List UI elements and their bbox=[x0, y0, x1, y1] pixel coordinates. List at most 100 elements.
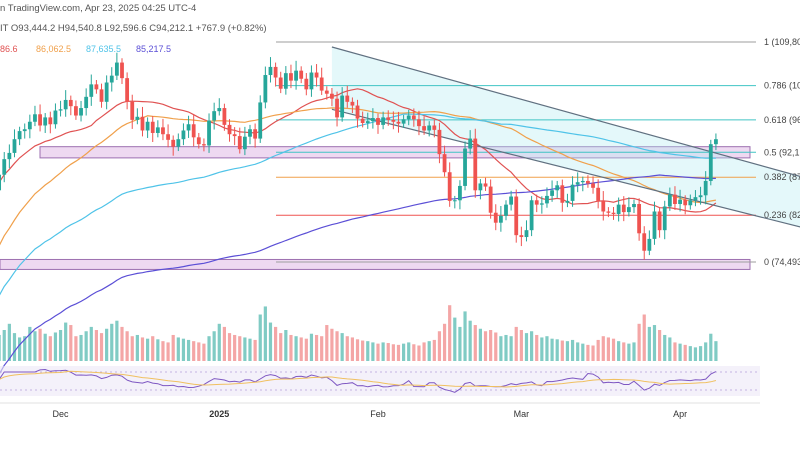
x-tick-label: Mar bbox=[514, 409, 530, 419]
candle bbox=[27, 114, 32, 139]
candle bbox=[2, 152, 7, 183]
candle-body bbox=[283, 73, 288, 89]
candle-body bbox=[586, 180, 590, 184]
candle-body bbox=[647, 238, 652, 251]
candle-body bbox=[432, 125, 437, 130]
volume-bar bbox=[535, 334, 539, 361]
volume-bar bbox=[120, 326, 124, 361]
candle-body bbox=[166, 134, 170, 140]
volume-bar bbox=[23, 336, 27, 361]
candle bbox=[330, 87, 334, 107]
candle bbox=[478, 179, 483, 200]
volume-bar bbox=[663, 334, 667, 361]
candle-body bbox=[514, 196, 519, 236]
candle bbox=[268, 57, 273, 83]
volume-bar bbox=[519, 330, 523, 361]
volume-bar bbox=[499, 336, 503, 361]
candle-body bbox=[125, 78, 130, 102]
candle-body bbox=[498, 215, 503, 223]
candle-body bbox=[330, 93, 334, 99]
ma-200-line bbox=[0, 174, 716, 375]
candle-body bbox=[232, 134, 237, 137]
candle bbox=[258, 95, 263, 143]
candle-body bbox=[94, 84, 99, 90]
candle bbox=[488, 179, 493, 219]
candle bbox=[381, 111, 386, 130]
candle bbox=[202, 138, 206, 152]
candle bbox=[53, 103, 58, 129]
candle-body bbox=[43, 117, 48, 126]
volume-bar bbox=[366, 341, 370, 361]
candle-body bbox=[637, 204, 642, 234]
candle-body bbox=[324, 90, 329, 94]
volume-bar bbox=[504, 334, 508, 361]
volume-bar bbox=[212, 331, 216, 361]
volume-bar bbox=[279, 333, 283, 361]
volume-bar bbox=[84, 331, 88, 361]
candle bbox=[642, 226, 647, 260]
candle bbox=[130, 94, 135, 129]
volume-bar bbox=[289, 334, 293, 361]
candle bbox=[596, 179, 601, 209]
candle bbox=[560, 179, 565, 212]
candle-body bbox=[0, 174, 2, 191]
candle bbox=[417, 110, 421, 136]
volume-bar bbox=[233, 334, 237, 361]
candle bbox=[135, 108, 140, 125]
candlesticks bbox=[0, 52, 718, 260]
candle-body bbox=[74, 106, 78, 116]
candle-body bbox=[657, 211, 662, 231]
volume-bar bbox=[125, 331, 129, 361]
candle-body bbox=[642, 233, 647, 251]
candle-body bbox=[17, 131, 22, 140]
candle bbox=[125, 72, 130, 110]
candle bbox=[703, 171, 708, 205]
candle bbox=[708, 139, 713, 186]
candle bbox=[43, 113, 48, 133]
candle-body bbox=[217, 108, 222, 112]
candle-body bbox=[376, 118, 380, 125]
volume-bar bbox=[668, 337, 672, 361]
volume-bar bbox=[12, 333, 17, 361]
volume-bar bbox=[248, 338, 252, 361]
candle-body bbox=[611, 212, 616, 214]
x-axis-labels: Dec2025FebMarAprMay bbox=[53, 409, 688, 419]
candle-body bbox=[314, 72, 319, 78]
candle bbox=[253, 123, 258, 148]
candle-body bbox=[662, 206, 667, 231]
candle bbox=[365, 112, 370, 129]
candle bbox=[586, 175, 590, 188]
volume-bar bbox=[43, 333, 47, 361]
volume-bar bbox=[489, 330, 493, 361]
volume-bar bbox=[683, 344, 687, 361]
candle-body bbox=[145, 121, 150, 131]
volume-bar bbox=[64, 322, 68, 361]
volume-bar bbox=[258, 314, 262, 361]
candle-body bbox=[473, 138, 478, 191]
fib-label-0.618: 0.618 (96 bbox=[764, 115, 800, 125]
ma-value-3: 87,635.5 bbox=[86, 44, 122, 54]
candle-body bbox=[427, 125, 432, 131]
volume-bar bbox=[33, 331, 37, 361]
candle bbox=[422, 116, 426, 135]
volume-bar bbox=[304, 338, 308, 361]
candle-body bbox=[53, 110, 58, 125]
candle bbox=[176, 133, 181, 152]
candle-body bbox=[580, 180, 585, 183]
volume-bar bbox=[714, 341, 718, 361]
volume-bar bbox=[581, 343, 585, 361]
candle-body bbox=[442, 154, 447, 173]
candle-body bbox=[289, 73, 293, 81]
candle bbox=[432, 119, 437, 138]
volume-bar bbox=[555, 339, 559, 361]
fib-levels: 1 (109,80 0.786 (10 0.618 (96 0.5 (92,1 0.38… bbox=[276, 37, 800, 267]
volume-bar bbox=[642, 314, 646, 361]
candle bbox=[555, 180, 560, 198]
volume-bar bbox=[391, 344, 395, 361]
candle bbox=[458, 180, 462, 210]
candle bbox=[442, 145, 447, 177]
volume-bar bbox=[442, 323, 447, 361]
candle bbox=[345, 85, 350, 108]
volume-bar bbox=[361, 340, 365, 361]
